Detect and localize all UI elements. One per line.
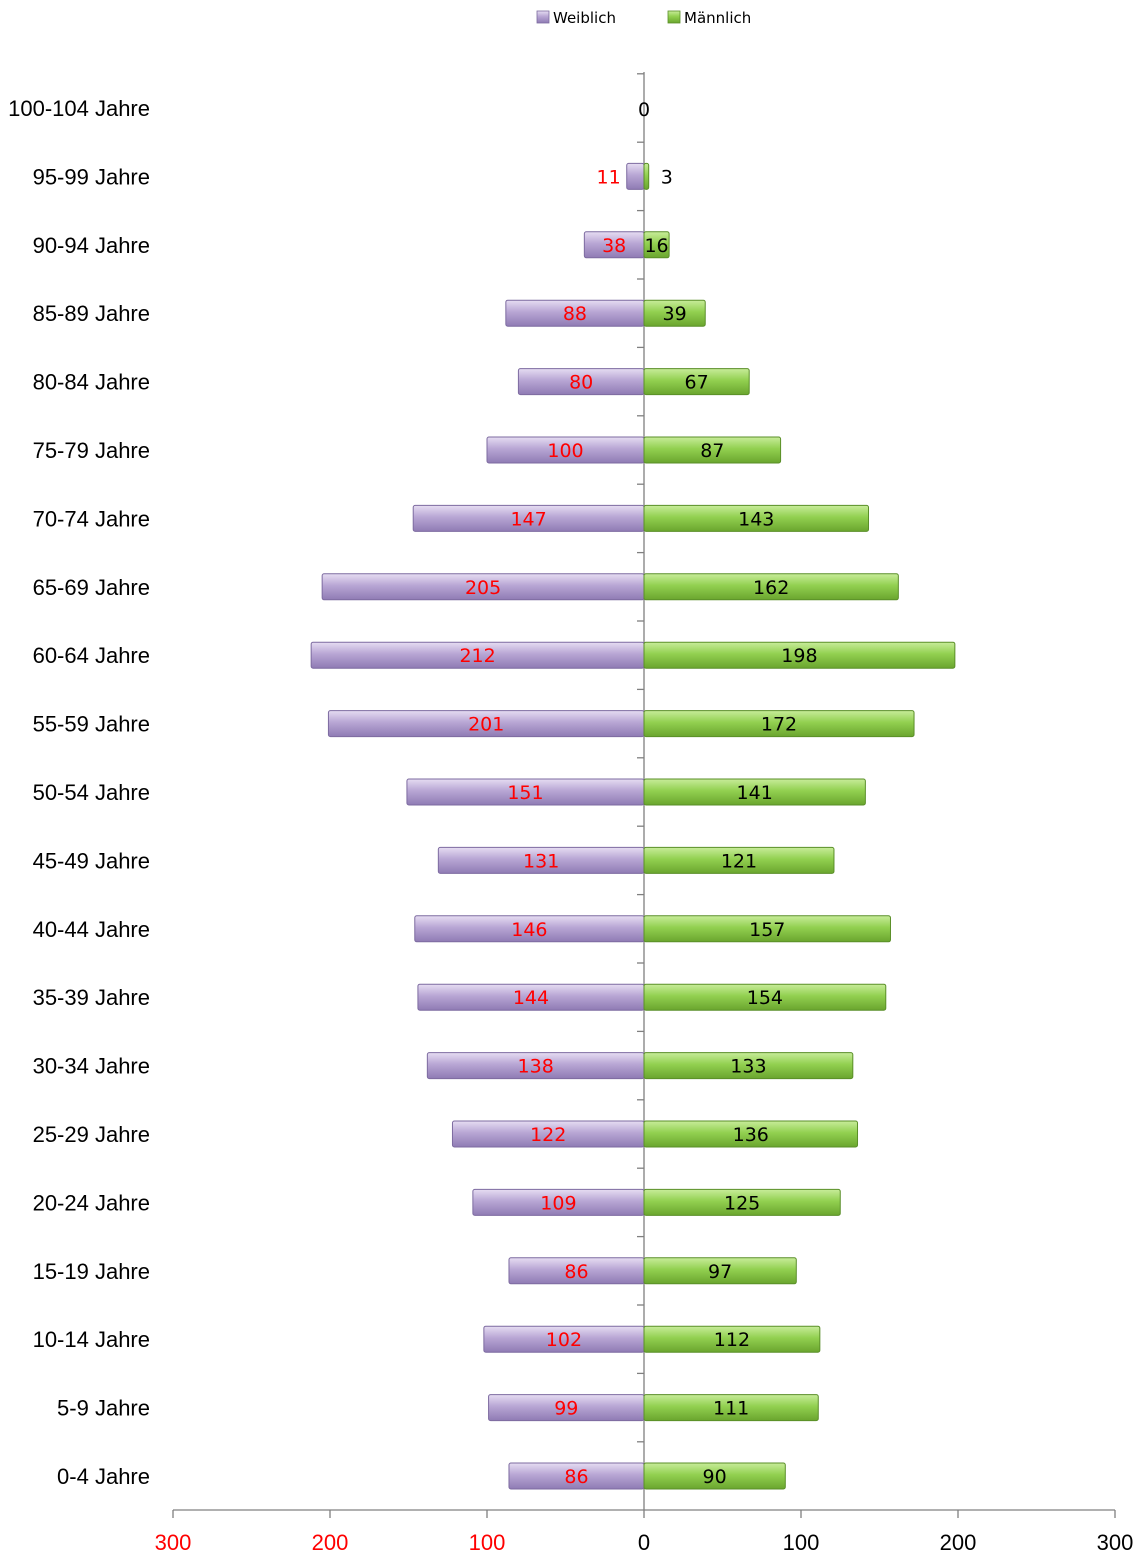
category-label-10-14-jahre: 10-14 Jahre: [33, 1327, 150, 1352]
bar-maennlich-80-84-jahre: [643, 368, 750, 396]
x-tick-label: 100: [469, 1530, 506, 1555]
data-label-maennlich-75-79-jahre: 87: [700, 440, 724, 462]
data-label-maennlich-0-4-jahre: 90: [703, 1466, 727, 1488]
data-label-weiblich-0-4-jahre: 86: [564, 1466, 588, 1488]
bar-maennlich-15-19-jahre: [643, 1257, 797, 1285]
data-label-maennlich-10-14-jahre: 112: [714, 1329, 750, 1351]
category-label-100-104-jahre: 100-104 Jahre: [8, 96, 150, 121]
bar-weiblich-95-99-jahre: [626, 162, 645, 190]
bar-maennlich-30-34-jahre: [643, 1052, 854, 1080]
category-label-80-84-jahre: 80-84 Jahre: [33, 370, 150, 395]
category-label-50-54-jahre: 50-54 Jahre: [33, 780, 150, 805]
bar-maennlich-50-54-jahre: [643, 778, 866, 806]
data-label-maennlich-20-24-jahre: 125: [724, 1192, 760, 1214]
data-label-maennlich-40-44-jahre: 157: [749, 919, 785, 941]
legend-swatch-weiblich: [536, 10, 550, 24]
data-label-maennlich-85-89-jahre: 39: [663, 303, 687, 325]
bar-maennlich-70-74-jahre: [643, 504, 870, 532]
data-label-weiblich-60-64-jahre: 212: [459, 645, 495, 667]
bar-maennlich-25-29-jahre: [643, 1120, 859, 1148]
plot-area: 300 200 100 0 100 200 300 0-4 Jahre 86 90 5-9 Jahr…: [8, 72, 1133, 1555]
bar-maennlich-60-64-jahre: [643, 641, 956, 669]
bar-maennlich-0-4-jahre: [643, 1462, 786, 1490]
data-label-weiblich-55-59-jahre: 201: [468, 714, 504, 736]
legend-label-weiblich: Weiblich: [553, 9, 616, 27]
data-label-maennlich-15-19-jahre: 97: [708, 1261, 732, 1283]
category-label-65-69-jahre: 65-69 Jahre: [33, 575, 150, 600]
legend-label-maennlich: Männlich: [684, 9, 751, 27]
data-label-weiblich-90-94-jahre: 38: [602, 235, 626, 257]
category-label-90-94-jahre: 90-94 Jahre: [33, 233, 150, 258]
category-label-45-49-jahre: 45-49 Jahre: [33, 848, 150, 873]
bar-maennlich-65-69-jahre: [643, 573, 899, 601]
data-label-weiblich-95-99-jahre: 11: [597, 166, 621, 188]
bar-maennlich-85-89-jahre: [643, 299, 706, 327]
data-label-maennlich-65-69-jahre: 162: [753, 577, 789, 599]
data-label-maennlich-35-39-jahre: 154: [747, 987, 783, 1009]
data-label-weiblich-50-54-jahre: 151: [507, 782, 543, 804]
data-label-weiblich-65-69-jahre: 205: [465, 577, 501, 599]
data-label-weiblich-70-74-jahre: 147: [510, 508, 546, 530]
data-label-maennlich-5-9-jahre: 111: [713, 1398, 749, 1420]
data-label-weiblich-20-24-jahre: 109: [540, 1192, 576, 1214]
x-tick-label: 300: [1097, 1530, 1134, 1555]
data-label-maennlich-95-99-jahre: 3: [661, 166, 673, 188]
bar-maennlich-35-39-jahre: [643, 983, 887, 1011]
bar-maennlich-45-49-jahre: [643, 846, 835, 874]
category-label-95-99-jahre: 95-99 Jahre: [33, 164, 150, 189]
data-label-weiblich-30-34-jahre: 138: [518, 1056, 554, 1078]
bar-maennlich-5-9-jahre: [643, 1394, 819, 1422]
data-label-maennlich-55-59-jahre: 172: [761, 714, 797, 736]
bar-maennlich-10-14-jahre: [643, 1325, 821, 1353]
category-label-25-29-jahre: 25-29 Jahre: [33, 1122, 150, 1147]
data-label-weiblich-45-49-jahre: 131: [523, 850, 559, 872]
data-label-weiblich-10-14-jahre: 102: [546, 1329, 582, 1351]
category-label-55-59-jahre: 55-59 Jahre: [33, 712, 150, 737]
data-label-weiblich-15-19-jahre: 86: [564, 1261, 588, 1283]
data-label-maennlich-80-84-jahre: 67: [685, 372, 709, 394]
bar-maennlich-55-59-jahre: [643, 710, 915, 738]
data-label-maennlich-70-74-jahre: 143: [738, 508, 774, 530]
data-label-maennlich-90-94-jahre: 16: [644, 235, 668, 257]
category-label-20-24-jahre: 20-24 Jahre: [33, 1190, 150, 1215]
bar-maennlich-95-99-jahre: [643, 162, 650, 190]
data-label-weiblich-80-84-jahre: 80: [569, 372, 593, 394]
category-label-30-34-jahre: 30-34 Jahre: [33, 1054, 150, 1079]
data-label-maennlich-50-54-jahre: 141: [737, 782, 773, 804]
data-label-weiblich-25-29-jahre: 122: [530, 1124, 566, 1146]
x-tick-label: 0: [638, 1530, 650, 1555]
x-tick-label: 300: [155, 1530, 192, 1555]
data-label-weiblich-40-44-jahre: 146: [511, 919, 547, 941]
legend: Weiblich Männlich: [536, 9, 751, 27]
category-label-15-19-jahre: 15-19 Jahre: [33, 1259, 150, 1284]
x-tick-label: 100: [783, 1530, 820, 1555]
category-label-75-79-jahre: 75-79 Jahre: [33, 438, 150, 463]
data-label-weiblich-75-79-jahre: 100: [547, 440, 583, 462]
x-tick-label: 200: [940, 1530, 977, 1555]
bar-maennlich-75-79-jahre: [643, 436, 782, 464]
data-label-maennlich-60-64-jahre: 198: [781, 645, 817, 667]
data-label-maennlich-25-29-jahre: 136: [733, 1124, 769, 1146]
category-label-60-64-jahre: 60-64 Jahre: [33, 643, 150, 668]
bar-maennlich-40-44-jahre: [643, 915, 891, 943]
data-label-maennlich-30-34-jahre: 133: [730, 1056, 766, 1078]
category-label-70-74-jahre: 70-74 Jahre: [33, 506, 150, 531]
category-label-5-9-jahre: 5-9 Jahre: [57, 1396, 150, 1421]
data-label-maennlich-45-49-jahre: 121: [721, 850, 757, 872]
data-label-weiblich-35-39-jahre: 144: [513, 987, 549, 1009]
bar-maennlich-90-94-jahre: [643, 231, 670, 259]
category-label-0-4-jahre: 0-4 Jahre: [57, 1464, 150, 1489]
data-label-weiblich-5-9-jahre: 99: [554, 1398, 578, 1420]
bar-maennlich-20-24-jahre: [643, 1188, 841, 1216]
category-label-85-89-jahre: 85-89 Jahre: [33, 301, 150, 326]
legend-swatch-maennlich: [667, 10, 681, 24]
data-label-100-104-jahre: 0: [638, 99, 650, 121]
category-label-40-44-jahre: 40-44 Jahre: [33, 917, 150, 942]
x-tick-label: 200: [312, 1530, 349, 1555]
category-label-35-39-jahre: 35-39 Jahre: [33, 985, 150, 1010]
data-label-weiblich-85-89-jahre: 88: [563, 303, 587, 325]
